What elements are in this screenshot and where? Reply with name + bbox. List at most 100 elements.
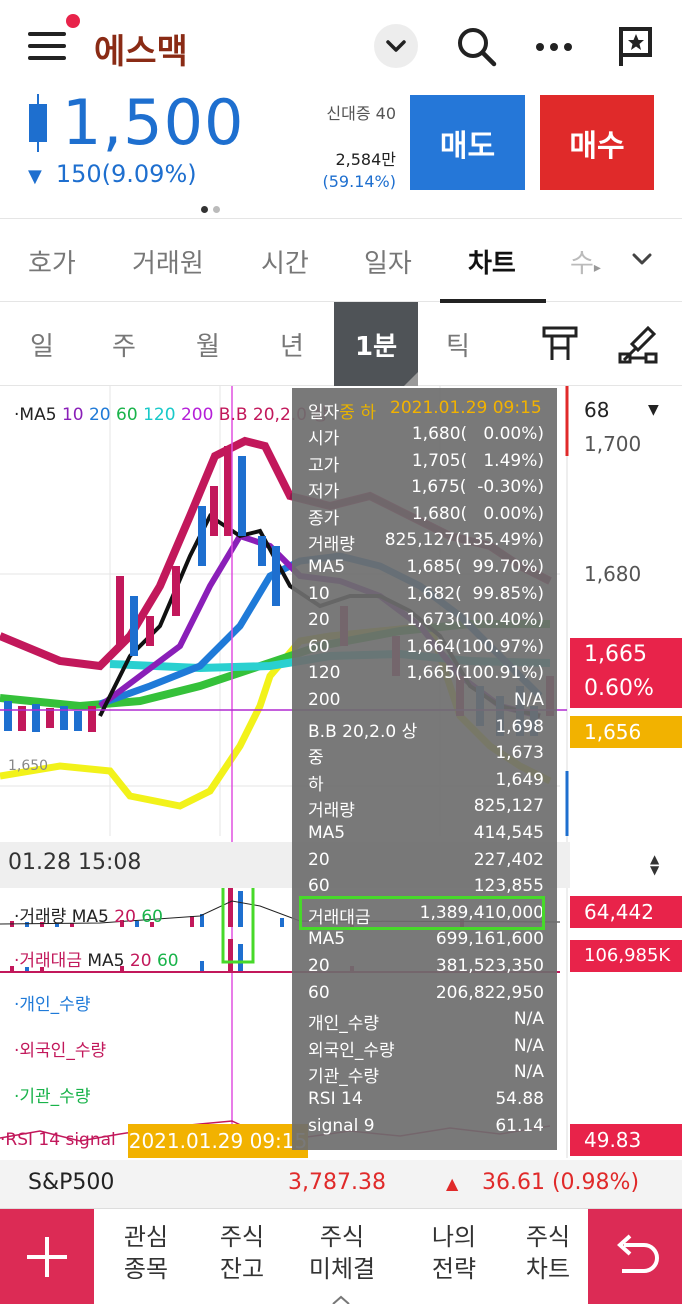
nav-unfilled-line2: 미체결 <box>308 1255 376 1283</box>
overlay-row-value: N/A <box>513 1009 544 1030</box>
stock-name[interactable]: 에스맥 <box>94 32 188 72</box>
amount-legend[interactable]: ·거래대금 MA5 20 60 <box>14 946 179 971</box>
sell-button[interactable]: 매도 <box>410 95 525 190</box>
volume-legend[interactable]: ·거래량 MA5 20 60 <box>14 902 163 927</box>
tab-time[interactable]: 시간 <box>261 249 309 279</box>
overlay-row: 10 1,682( 99.85%) <box>308 584 544 610</box>
overlay-row: MA5 414,545 <box>308 823 544 849</box>
overlay-date: 2021.01.29 09:15 <box>390 398 542 418</box>
add-icon[interactable] <box>0 1209 94 1304</box>
candle-down-icon <box>29 94 47 152</box>
chevron-up-icon[interactable] <box>330 1291 352 1304</box>
overlay-row: 거래대금 1,389,410,000 <box>308 903 544 929</box>
corner-mark <box>404 372 418 386</box>
search-icon[interactable] <box>452 22 500 70</box>
period-month[interactable]: 월 <box>196 332 220 362</box>
overlay-row-value: 1,673(100.40%) <box>406 610 544 631</box>
overlay-row-key: MA5 <box>308 557 346 577</box>
draw-tool-icon[interactable] <box>618 324 658 368</box>
ma-legend[interactable]: ·MA5 10 20 60 120 200 B.B 20,2.0 상 <box>14 400 328 425</box>
overlay-row-key: 거래량 <box>308 535 355 556</box>
nav-strategy-line2: 전략 <box>431 1255 477 1283</box>
amount-ma60: 60 <box>156 951 179 971</box>
period-value[interactable]: 68 <box>584 398 610 422</box>
tab-hoga[interactable]: 호가 <box>28 249 76 279</box>
forward-icon: ▸ <box>593 260 601 276</box>
label-pct: 0.60% <box>584 676 654 701</box>
overlay-row-value: 825,127(135.49%) <box>384 530 544 551</box>
nav-watchlist-line1: 관심 <box>123 1223 169 1251</box>
overlay-row: 120 1,665(100.91%) <box>308 663 544 689</box>
menu-icon[interactable] <box>28 30 68 62</box>
indicator-settings-icon[interactable] <box>540 324 580 368</box>
individual-legend[interactable]: ·개인_수량 <box>14 995 91 1015</box>
nav-unfilled[interactable]: 주식 미체결 <box>294 1221 390 1285</box>
chevron-down-icon[interactable] <box>374 24 418 68</box>
institution-legend[interactable]: ·기관_수량 <box>14 1087 91 1107</box>
overlay-row: 200 N/A <box>308 690 544 716</box>
index-value: 3,787.38 <box>288 1170 386 1195</box>
volume-ratio: (59.14%) <box>322 172 397 191</box>
volume-label: ·거래량 <box>14 907 67 927</box>
buy-button[interactable]: 매수 <box>540 95 654 190</box>
overlay-row-key: 60 <box>308 982 330 1003</box>
period-tabs: 일 주 월 년 1분 틱 <box>0 302 682 386</box>
overlay-row: 60 206,822,950 <box>308 983 544 1009</box>
price-change-value: 150(9.09%) <box>55 160 197 188</box>
nav-balance-line2: 잔고 <box>219 1255 265 1283</box>
sort-icon[interactable]: ▲ ▼ <box>650 852 660 877</box>
overlay-row-key: 외국인_수량 <box>308 1040 395 1061</box>
foreign-legend[interactable]: ·외국인_수량 <box>14 1041 107 1061</box>
rsi-legend[interactable]: ·RSI 14 signal <box>0 1130 116 1150</box>
overlay-row-key: 개인_수량 <box>308 1014 380 1035</box>
current-price: 1,500 <box>62 86 245 159</box>
tab-chart[interactable]: 차트 <box>468 249 516 279</box>
overlay-row-key: B.B 20,2.0 상 <box>308 721 418 742</box>
overlay-row-key: 중 <box>308 748 324 769</box>
overlay-row-key: RSI 14 <box>308 1089 363 1109</box>
period-week[interactable]: 주 <box>112 332 136 362</box>
nav-balance-line1: 주식 <box>219 1223 265 1251</box>
overlay-row: 20 1,673(100.40%) <box>308 610 544 636</box>
rsi-value-label: 49.83 <box>570 1124 682 1156</box>
tab-more-label: 수 <box>570 249 594 279</box>
overlay-row: 60 123,855 <box>308 876 544 902</box>
overlay-row-key: MA5 <box>308 823 346 843</box>
overlay-row: B.B 20,2.0 상 1,698 <box>308 717 544 743</box>
period-day[interactable]: 일 <box>30 332 54 362</box>
bookmark-star-icon[interactable] <box>612 22 660 70</box>
chevron-down-icon[interactable] <box>628 245 656 277</box>
overlay-row-key: 거래대금 <box>308 907 371 928</box>
overlay-row-key: 10 <box>308 583 330 604</box>
amount-value-label: 106,985K <box>570 940 682 972</box>
tab-more-partial[interactable]: 수▸ <box>570 243 601 280</box>
overlay-row: 20 227,402 <box>308 850 544 876</box>
overlay-row-key: 거래량 <box>308 801 355 822</box>
tab-date[interactable]: 일자 <box>364 249 412 279</box>
nav-chart[interactable]: 주식 차트 <box>500 1221 596 1285</box>
nav-watchlist-line2: 종목 <box>123 1255 169 1283</box>
time-axis-label: 01.28 15:08 <box>8 850 142 875</box>
price-section: 1,500 ▼ 150(9.09%) 신대증 40 2,584만 (59.14%)… <box>0 86 682 218</box>
back-icon[interactable] <box>588 1209 682 1304</box>
triangle-up-icon: ▲ <box>446 1174 459 1193</box>
volume: 2,584만 <box>335 150 396 169</box>
nav-strategy[interactable]: 나의 전략 <box>406 1221 502 1285</box>
crosshair-info-panel[interactable]: 일자중 하 2021.01.29 09:15 시가 1,680( 0.00%) 고가… <box>292 388 557 1150</box>
more-icon[interactable] <box>530 22 578 70</box>
period-tick[interactable]: 틱 <box>446 332 470 362</box>
index-ticker[interactable]: S&P500 3,787.38 ▲ 36.61 (0.98%) <box>0 1160 682 1208</box>
overlay-row-value: N/A <box>513 690 544 710</box>
overlay-row-value: 61.14 <box>495 1115 544 1136</box>
triangle-down-icon[interactable]: ▼ <box>648 402 659 418</box>
amount-ma5: MA5 <box>87 951 125 971</box>
overlay-row-key: 200 <box>308 690 341 710</box>
period-year[interactable]: 년 <box>280 332 304 362</box>
overlay-row-value: 1,680( 0.00%) <box>411 503 544 524</box>
overlay-row: 고가 1,705( 1.49%) <box>308 451 544 477</box>
tab-broker[interactable]: 거래원 <box>132 249 204 279</box>
amount-ma20: 20 <box>129 951 152 971</box>
axis-tick-1700: 1,700 <box>584 432 642 456</box>
